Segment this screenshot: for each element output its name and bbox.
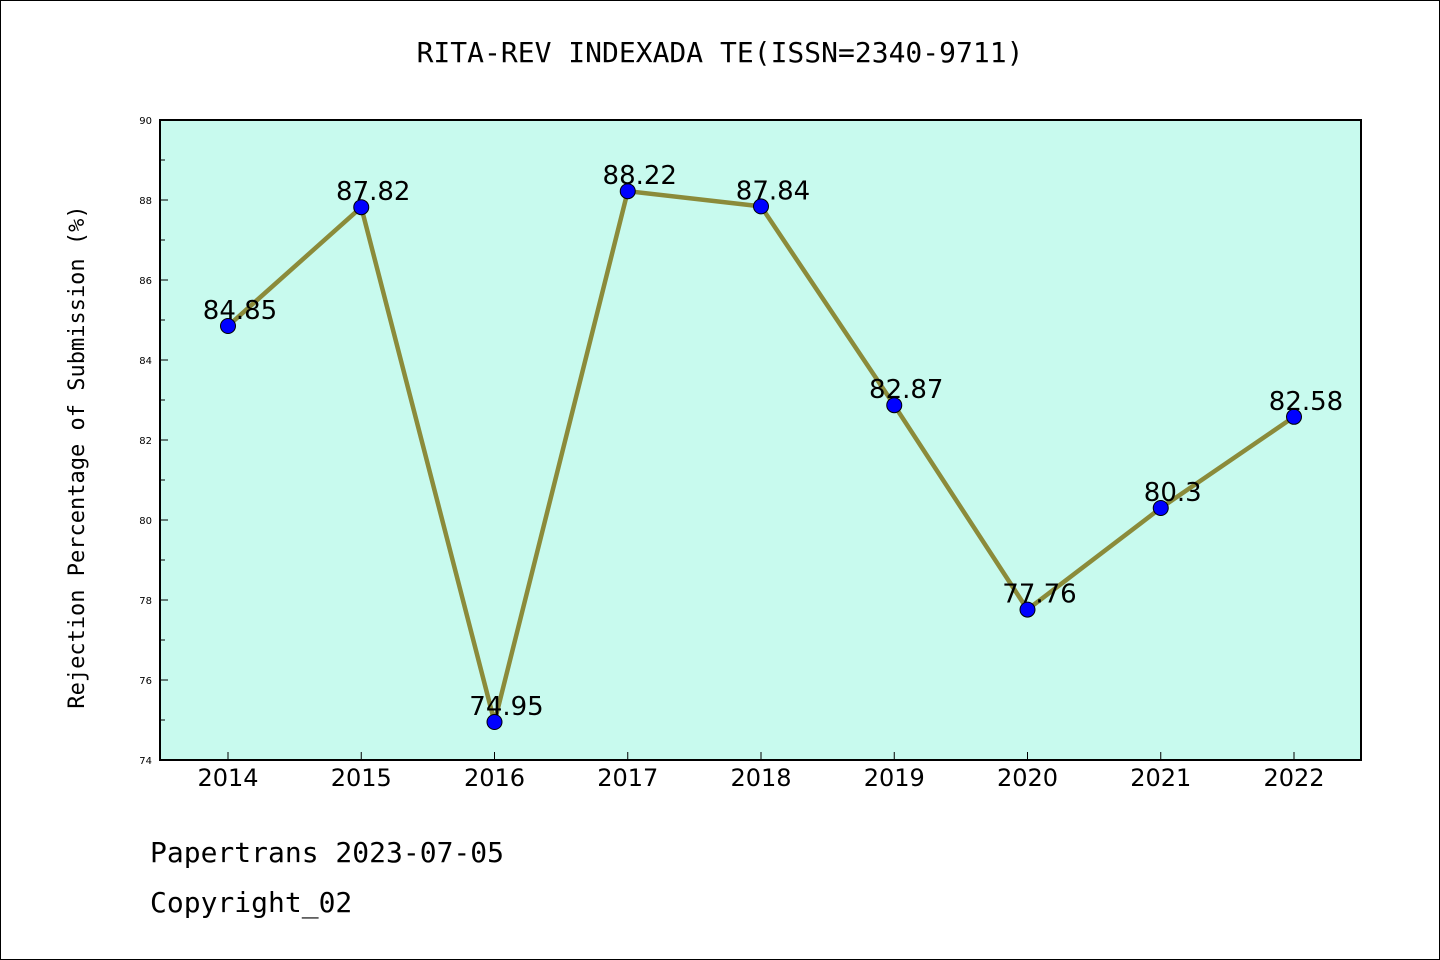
data-label: 84.85 — [203, 296, 277, 326]
x-tick-label: 2021 — [1130, 764, 1191, 792]
data-label: 80.3 — [1144, 478, 1202, 508]
data-point — [753, 198, 769, 215]
data-label: 88.22 — [603, 161, 677, 191]
data-label: 82.87 — [869, 375, 943, 405]
y-tick-label: 86 — [139, 276, 152, 287]
data-label: 77.76 — [1002, 580, 1076, 610]
data-labels: 84.85 87.82 74.95 88.22 87.84 82.87 77.76 80.3 8… — [203, 161, 1343, 722]
data-label: 87.84 — [736, 176, 810, 206]
footer-copyright: Copyright_02 — [150, 886, 353, 919]
y-axis-label: Rejection Percentage of Submission (%) — [65, 205, 90, 708]
y-tick-label: 84 — [139, 356, 152, 367]
data-point — [353, 199, 370, 216]
data-label: 74.95 — [469, 692, 543, 722]
data-point — [1152, 500, 1169, 516]
data-label: 87.82 — [336, 177, 410, 207]
chart-title: RITA-REV INDEXADA TE(ISSN=2340-9711) — [416, 36, 1024, 69]
data-point — [220, 318, 236, 334]
x-tick-label: 2015 — [331, 764, 392, 792]
data-point — [619, 183, 636, 200]
data-label: 82.58 — [1269, 387, 1343, 417]
plot-area — [159, 119, 1362, 761]
y-tick-label: 74 — [139, 756, 152, 767]
data-point — [1286, 408, 1302, 425]
x-tick-label: 2017 — [597, 764, 658, 792]
footer-source: Papertrans 2023-07-05 — [150, 836, 505, 869]
x-tick-label: 2018 — [730, 764, 791, 792]
y-tick-label: 82 — [139, 436, 152, 447]
data-markers — [220, 183, 1302, 730]
x-tick-label: 2016 — [464, 764, 525, 792]
x-tick-label: 2014 — [197, 764, 258, 792]
x-tick-label: 2022 — [1263, 764, 1324, 792]
x-tick-label: 2020 — [997, 764, 1058, 792]
y-tick-label: 88 — [139, 196, 152, 207]
y-tick-label: 80 — [139, 516, 152, 527]
data-point — [486, 714, 503, 730]
data-point — [1019, 601, 1036, 618]
data-point — [886, 397, 903, 414]
y-axis: 74 76 78 80 82 84 86 88 90 — [139, 116, 168, 767]
x-axis: 2014 2015 2016 2017 2018 2019 2020 2021 2022 — [197, 752, 1325, 792]
y-tick-label: 90 — [139, 116, 152, 127]
y-tick-label: 76 — [139, 676, 152, 687]
y-tick-label: 78 — [139, 596, 152, 607]
x-tick-label: 2019 — [864, 764, 925, 792]
